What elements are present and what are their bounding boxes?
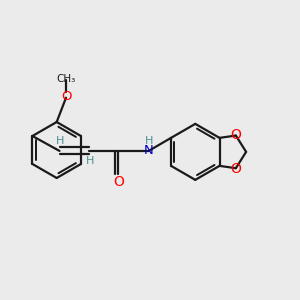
Text: O: O xyxy=(62,90,72,103)
Text: N: N xyxy=(143,143,153,157)
Text: O: O xyxy=(230,128,241,142)
Text: H: H xyxy=(145,136,153,146)
Text: H: H xyxy=(85,156,94,166)
Text: H: H xyxy=(56,136,64,146)
Text: CH₃: CH₃ xyxy=(56,74,76,84)
Text: O: O xyxy=(113,175,124,189)
Text: O: O xyxy=(230,162,241,176)
